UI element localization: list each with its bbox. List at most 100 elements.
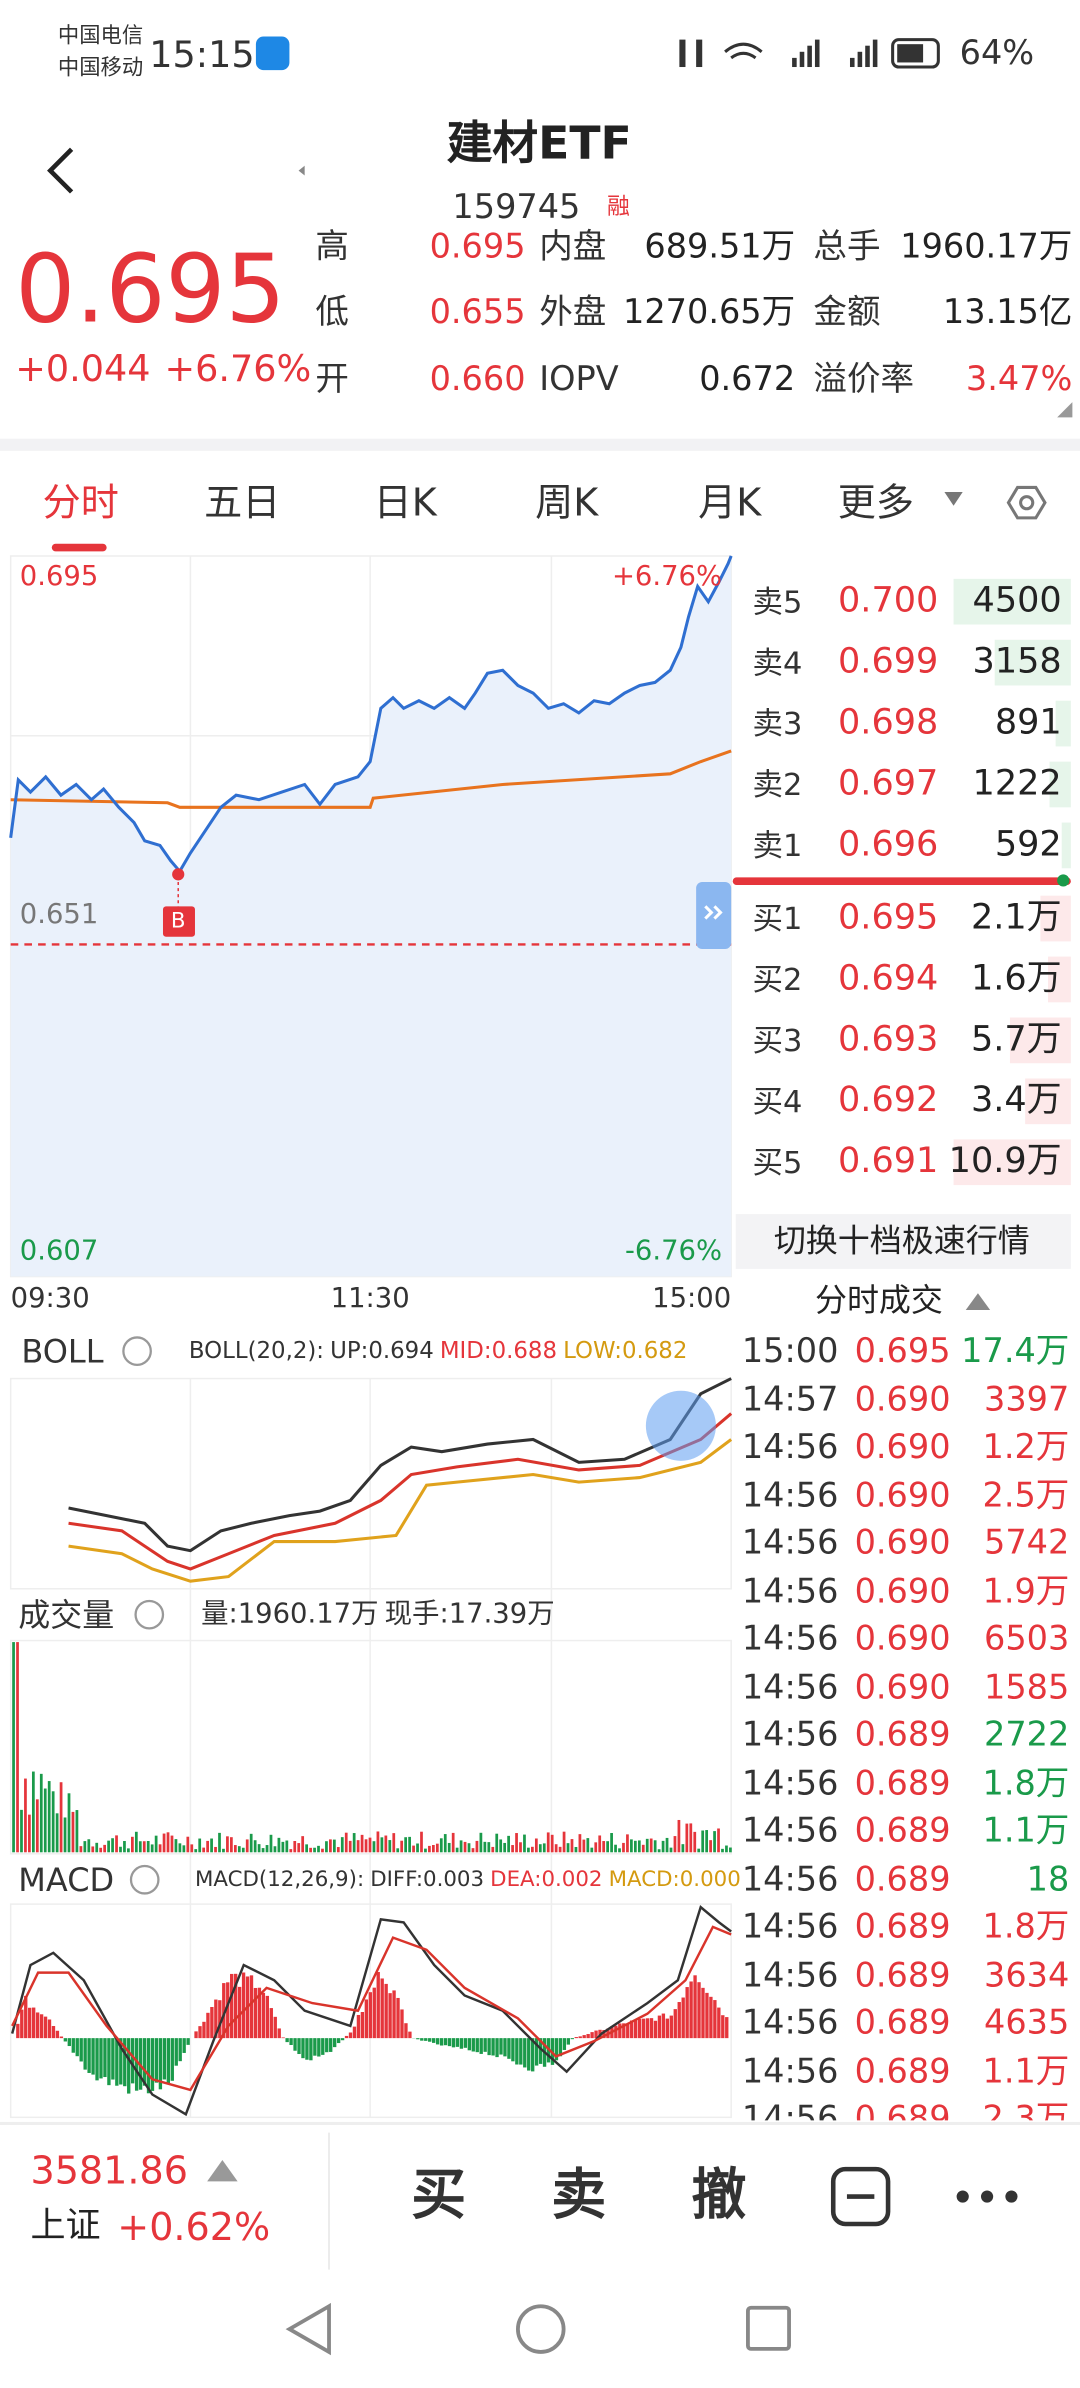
volume-bar — [384, 1835, 388, 1853]
macd-bar — [63, 2038, 68, 2042]
volume-bar — [170, 1835, 174, 1853]
volume-total: 量:1960.17万 — [201, 1597, 379, 1630]
floating-button[interactable] — [645, 1390, 716, 1461]
volume-bar — [487, 1842, 491, 1853]
back-button[interactable] — [47, 147, 74, 194]
tab[interactable]: 周K — [535, 480, 599, 525]
macd-bar — [693, 1975, 697, 2039]
macd-bar — [186, 2038, 190, 2045]
indicator-params: BOLL(20,2): — [188, 1336, 325, 1365]
volume-bar — [134, 1831, 138, 1853]
volume-bar — [645, 1838, 649, 1853]
volume-bar — [534, 1838, 538, 1853]
settings-button[interactable] — [1006, 485, 1047, 520]
more-arrow[interactable] — [944, 492, 963, 506]
macd-bar — [348, 2032, 353, 2039]
volume-bar — [566, 1843, 570, 1853]
macd-bar — [364, 1999, 369, 2039]
volume-bar — [31, 1771, 35, 1853]
trade-time: 14:56 — [741, 1812, 839, 1851]
expand-corner[interactable] — [1057, 402, 1073, 418]
collapse-icon — [704, 905, 723, 920]
collapse-button[interactable] — [696, 881, 732, 949]
ask-price: 0.696 — [838, 824, 939, 865]
volume-bar — [622, 1842, 625, 1853]
nav-home[interactable] — [516, 2304, 566, 2354]
macd-bar — [285, 2038, 289, 2043]
ask-volume: 1222 — [972, 763, 1062, 804]
volume-bar — [705, 1830, 709, 1853]
trade-time: 14:56 — [741, 1476, 839, 1515]
separator — [0, 438, 1080, 451]
volume-bar — [515, 1833, 518, 1853]
index-value: 3581.86 — [30, 2148, 188, 2193]
trades-sort[interactable] — [965, 1293, 991, 1311]
macd-bar — [28, 2007, 32, 2039]
trade-button[interactable]: 买 — [411, 2164, 467, 2228]
macd-bar — [554, 2038, 559, 2061]
minus-button[interactable] — [830, 2166, 891, 2227]
trades-list: 15:00 0.695 17.4万 14:57 0.690 3397 14:56 0.690 1… — [741, 1332, 1070, 2120]
time-label: 15:00 — [652, 1282, 732, 1315]
volume-bar — [115, 1835, 118, 1853]
nav-recent[interactable] — [746, 2305, 791, 2351]
indicator-name: MACD — [18, 1862, 115, 1899]
volume-bar — [24, 1778, 27, 1853]
trade-volume: 1.9万 — [982, 1572, 1070, 1611]
volume-bar — [661, 1840, 665, 1853]
tab[interactable]: 日K — [373, 480, 437, 525]
macd-bar — [467, 2038, 471, 2051]
macd-bars — [16, 1971, 729, 2094]
volume-bar — [582, 1839, 586, 1853]
macd-bar — [257, 1987, 262, 2039]
tab[interactable]: 更多 — [837, 480, 914, 525]
trade-price: 0.695 — [854, 1332, 951, 1371]
volume-bar — [305, 1844, 309, 1853]
macd-bar — [721, 2015, 725, 2039]
volume-bar — [641, 1844, 645, 1853]
volume-bar — [420, 1831, 423, 1853]
volume-bar — [309, 1847, 312, 1853]
ask-price: 0.698 — [838, 702, 939, 743]
trades-title: 分时成交 — [814, 1281, 943, 1319]
volume-bar — [439, 1838, 443, 1853]
tab[interactable]: 分时 — [42, 480, 119, 525]
switch-button[interactable]: 切换十档极速行情 — [773, 1222, 1030, 1259]
trade-price: 0.690 — [854, 1524, 951, 1563]
tab[interactable]: 月K — [698, 480, 762, 525]
depth-bar — [1055, 700, 1071, 747]
trade-time: 14:56 — [741, 2052, 839, 2091]
tab[interactable]: 五日 — [204, 480, 281, 525]
volume-bar — [162, 1833, 166, 1853]
ask-volume: 4500 — [972, 581, 1062, 621]
bid-price: 0.691 — [838, 1141, 939, 1182]
help-icons[interactable] — [122, 1336, 165, 1895]
volume-bar — [138, 1841, 142, 1853]
trade-button[interactable]: 卖 — [551, 2164, 607, 2228]
volume-bar — [459, 1840, 463, 1853]
macd-bar — [309, 2038, 313, 2061]
volume-bar — [317, 1845, 320, 1853]
pct-low-label: -6.76% — [625, 1235, 723, 1268]
volume-bar — [701, 1830, 705, 1853]
macd-bar — [134, 2038, 139, 2091]
bid-level: 买4 — [752, 1083, 803, 1120]
trade-volume: 2722 — [984, 1716, 1070, 1755]
volume-current: 现手:17.39万 — [384, 1597, 555, 1630]
stat-label: IOPV — [539, 361, 619, 400]
ask-volume: 891 — [994, 702, 1062, 743]
marker-label: B — [170, 909, 186, 934]
macd-bar — [79, 2038, 83, 2062]
more-button[interactable] — [956, 2190, 1018, 2203]
nav-back[interactable] — [285, 2302, 331, 2356]
wifi-icon — [724, 42, 763, 60]
switch-button-bg[interactable] — [735, 1214, 1071, 1269]
macd-bar — [439, 2038, 444, 2046]
volume-bar — [79, 1846, 83, 1853]
volume-bar — [103, 1844, 107, 1853]
trade-button[interactable]: 撤 — [691, 2164, 747, 2228]
ask-level: 卖4 — [752, 644, 803, 681]
price-change-pct: +6.76% — [164, 347, 312, 390]
